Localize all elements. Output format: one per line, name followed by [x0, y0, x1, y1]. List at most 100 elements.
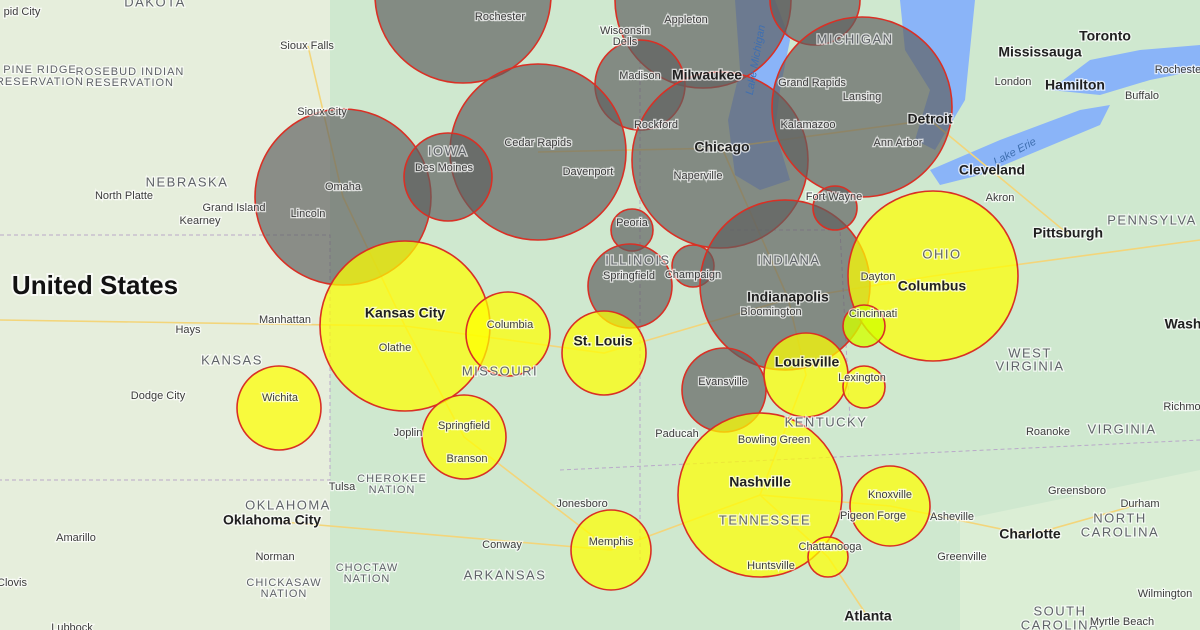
place-label: Cleveland — [959, 162, 1025, 178]
place-label: Appleton — [664, 14, 707, 26]
area-circle — [847, 190, 1019, 362]
place-label: Lubbock — [51, 622, 93, 630]
place-label: PENNSYLVA — [1107, 212, 1197, 227]
place-label: ARKANSAS — [464, 567, 547, 582]
place-label: OHIO — [922, 246, 961, 261]
area-circle — [677, 412, 843, 578]
place-label: Joplin — [394, 427, 423, 439]
place-label: CHICKASAW — [246, 577, 321, 589]
place-label: Naperville — [674, 170, 723, 182]
place-label: KENTUCKY — [785, 414, 868, 429]
place-label: NORTH — [1093, 510, 1146, 525]
place-label: Asheville — [930, 511, 974, 523]
place-label: Chicago — [694, 139, 749, 155]
place-label: Nashville — [729, 474, 791, 490]
place-label: VIRGINIA — [995, 358, 1064, 373]
area-circle — [465, 291, 551, 377]
place-label: NATION — [369, 484, 416, 496]
place-label: Bowling Green — [738, 434, 810, 446]
place-label: CAROLINA — [1081, 524, 1159, 539]
place-label: CAROLINA — [1021, 617, 1099, 630]
place-label: Pigeon Forge — [840, 510, 906, 522]
place-label: TENNESSEE — [719, 512, 811, 527]
place-label: Cincinnati — [849, 308, 897, 320]
place-label: Sioux City — [297, 106, 347, 118]
place-label: Atlanta — [844, 608, 892, 624]
place-label: Madison — [619, 70, 661, 82]
place-label: Indianapolis — [747, 289, 829, 305]
plains — [0, 0, 330, 630]
place-label: pid City — [4, 6, 41, 18]
place-label: WEST — [1008, 345, 1052, 360]
place-label: Greensboro — [1048, 485, 1106, 497]
place-label: Milwaukee — [672, 67, 742, 83]
place-label: Pittsburgh — [1033, 225, 1103, 241]
place-label: Rochester — [475, 11, 525, 23]
place-label: Wilmington — [1138, 588, 1192, 600]
place-label: Toronto — [1079, 28, 1131, 44]
place-label: Davenport — [563, 166, 614, 178]
place-label: Columbia — [487, 319, 534, 331]
area-circle — [421, 394, 507, 480]
place-label: Cedar Rapids — [504, 137, 572, 149]
place-label: United States — [12, 270, 178, 300]
area-circle — [763, 332, 849, 418]
circles — [236, 0, 1019, 591]
area-circle — [807, 536, 849, 578]
place-label: MISSOURI — [462, 363, 538, 378]
place-label: Conway — [482, 539, 522, 551]
place-label: Springfield — [438, 420, 490, 432]
area-circle — [842, 365, 886, 409]
place-label: Kalamazoo — [780, 119, 835, 131]
place-label: OKLAHOMA — [245, 497, 331, 512]
place-label: Mississauga — [998, 44, 1081, 60]
place-label: Tulsa — [329, 481, 356, 493]
place-label: Lexington — [838, 372, 886, 384]
place-label: CHEROKEE — [357, 473, 427, 485]
place-label: Dayton — [861, 271, 896, 283]
lake-erie — [930, 105, 1110, 185]
place-label: Branson — [447, 453, 488, 465]
lake-ontario — [1050, 45, 1200, 95]
place-label: Knoxville — [868, 489, 912, 501]
area-circle — [374, 0, 552, 84]
place-label: CHOCTAW — [336, 562, 399, 574]
place-label: Buffalo — [1125, 90, 1159, 102]
place-label: Wisconsin — [600, 25, 650, 37]
place-label: Oklahoma City — [223, 512, 321, 528]
place-label: Springfield — [603, 270, 655, 282]
area-circle — [403, 132, 493, 222]
place-label: PINE RIDGE — [3, 64, 77, 76]
place-label: St. Louis — [573, 333, 632, 349]
place-label: Grand Rapids — [778, 77, 846, 89]
place-label: Detroit — [907, 111, 952, 127]
place-label: Kansas City — [365, 305, 445, 321]
place-label: Richmo — [1163, 401, 1200, 413]
place-label: Paducah — [655, 428, 698, 440]
place-label: Evansville — [698, 376, 748, 388]
place-label: Olathe — [379, 342, 411, 354]
area-circle — [561, 310, 647, 396]
place-label: Champaign — [665, 269, 721, 281]
place-label: Roanoke — [1026, 426, 1070, 438]
area-circle — [570, 509, 652, 591]
place-label: Charlotte — [999, 526, 1061, 542]
place-label: RESERVATION — [0, 76, 84, 88]
area-circle — [812, 185, 858, 231]
place-label: Ann Arbor — [874, 137, 923, 149]
place-label: Omaha — [325, 181, 362, 193]
place-label: Rockford — [634, 119, 678, 131]
place-label: Des Moines — [415, 162, 474, 174]
area-circle — [849, 465, 931, 547]
place-label: Columbus — [898, 278, 967, 294]
place-label: IOWA — [428, 143, 468, 158]
place-label: Dells — [613, 36, 638, 48]
place-label: Hays — [175, 324, 201, 336]
place-label: VIRGINIA — [1087, 421, 1156, 436]
place-label: Huntsville — [747, 560, 795, 572]
place-label: ROSEBUD INDIAN — [76, 66, 185, 78]
place-label: INDIANA — [757, 252, 820, 267]
place-label: Grand Island — [203, 202, 266, 214]
